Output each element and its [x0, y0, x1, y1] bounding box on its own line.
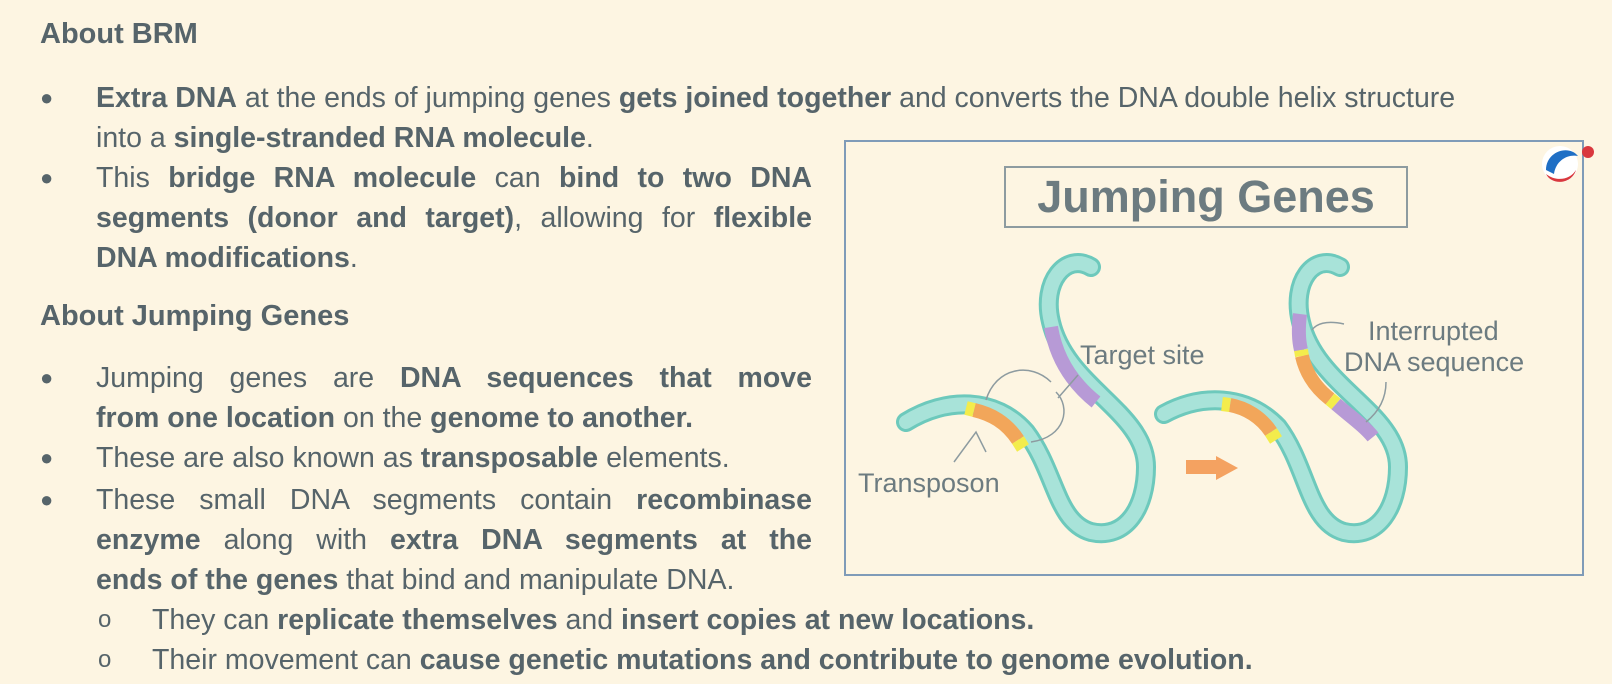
bullet-marker: ● — [40, 165, 54, 190]
brm-bullet-2-line-1: This bridge RNA molecule can bind to two… — [96, 158, 812, 198]
jg-bullet-3-line-1: These small DNA segments contain recombi… — [96, 480, 812, 520]
jg-bullet-3-line-3: ends of the genes that bind and manipula… — [96, 560, 734, 600]
text-run: elements. — [598, 442, 730, 474]
text-run: These small DNA segments contain — [96, 484, 637, 516]
brm-bullet-1-line-2: into a single-stranded RNA molecule. — [96, 118, 594, 158]
text-run: that bind and manipulate DNA. — [338, 564, 735, 596]
jg-bullet-3-line-2: enzyme along with extra DNA segments at … — [96, 520, 812, 560]
text-run: . — [585, 122, 594, 154]
left-dna-strand — [896, 253, 1157, 544]
sub-bullet-marker: o — [98, 646, 112, 673]
bold-text-run: DNA modifications — [96, 242, 350, 274]
bullet-marker: ● — [40, 365, 54, 390]
label-interrupted-2: DNA sequence — [1344, 347, 1525, 377]
target-segment — [1291, 313, 1308, 352]
text-run: , allowing for — [514, 202, 714, 234]
bold-text-run: transposable — [420, 442, 599, 474]
label-target-site: Target site — [1080, 340, 1205, 370]
bold-text-run: bridge RNA molecule — [168, 162, 477, 194]
text-run: They can — [152, 604, 278, 636]
right-dna-strand — [1154, 253, 1409, 544]
transposon-segment — [1228, 398, 1277, 437]
marker-segment — [1265, 428, 1282, 444]
jg-bullet-2-line-1: These are also known as transposable ele… — [96, 438, 730, 478]
bold-text-run: enzyme — [96, 524, 201, 556]
text-run: Jumping genes are — [96, 362, 400, 394]
label-interrupted-1: Interrupted — [1368, 316, 1499, 346]
text-run: on the — [335, 402, 431, 434]
brm-bullet-1-line-1: Extra DNA at the ends of jumping genes g… — [96, 78, 1455, 118]
brm-bullet-2-line-2: segments (donor and target), allowing fo… — [96, 198, 812, 238]
brand-logo-icon — [1542, 146, 1594, 182]
jumping-genes-diagram — [896, 253, 1409, 544]
bullet-marker: ● — [40, 487, 54, 512]
bullet-marker: ● — [40, 445, 54, 470]
bold-text-run: flexible — [713, 202, 812, 234]
marker-segment — [1221, 397, 1231, 412]
section-heading-brm: About BRM — [40, 18, 198, 50]
text-run: . — [349, 242, 358, 274]
text-run: These are also known as — [96, 442, 421, 474]
bullet-marker: ● — [40, 85, 54, 110]
transposon-segment — [972, 403, 1024, 445]
bold-text-run: from one location — [96, 402, 336, 434]
sub-bullet-marker: o — [98, 606, 112, 633]
bold-text-run: bind to two DNA — [559, 162, 812, 194]
text-run: at the ends of jumping genes — [236, 82, 619, 114]
target-segment — [1044, 325, 1101, 408]
bold-text-run: single-stranded RNA molecule — [173, 122, 586, 154]
brm-bullet-2-line-3: DNA modifications. — [96, 238, 358, 278]
text-run: and converts the DNA double helix struct… — [891, 82, 1456, 114]
text-run: along with — [200, 524, 391, 556]
bold-text-run: insert copies at new locations. — [620, 604, 1035, 636]
text-run: Their movement can — [152, 644, 420, 676]
bold-text-run: ends of the genes — [96, 564, 339, 596]
bold-text-run: Extra DNA — [96, 82, 237, 114]
marker-segment — [1012, 436, 1029, 452]
text-run: can — [476, 162, 559, 194]
label-transposon: Transposon — [858, 468, 1000, 498]
jg-sub-bullet-2: Their movement can cause genetic mutatio… — [152, 640, 1253, 680]
bold-text-run: extra DNA segments at the — [390, 524, 813, 556]
jg-bullet-1-line-2: from one location on the genome to anoth… — [96, 398, 693, 438]
text-run: This — [96, 162, 169, 194]
jumping-genes-figure: Jumping Genes — [844, 140, 1584, 576]
bold-text-run: cause genetic mutations and contribute t… — [419, 644, 1253, 676]
bold-text-run: genome to another. — [430, 402, 694, 434]
section-heading-jumping-genes: About Jumping Genes — [40, 300, 350, 332]
marker-segment — [964, 401, 976, 417]
bold-text-run: DNA sequences that move — [399, 362, 813, 394]
figure-title: Jumping Genes — [1004, 166, 1408, 228]
jg-sub-bullet-1: They can replicate themselves and insert… — [152, 600, 1034, 640]
bold-text-run: recombinase — [636, 484, 812, 516]
bold-text-run: replicate themselves — [277, 604, 558, 636]
jg-bullet-1-line-1: Jumping genes are DNA sequences that mov… — [96, 358, 812, 398]
text-run: and — [557, 604, 621, 636]
bold-text-run: segments (donor and target) — [96, 202, 515, 234]
text-run: into a — [96, 122, 174, 154]
bold-text-run: gets joined together — [618, 82, 892, 114]
